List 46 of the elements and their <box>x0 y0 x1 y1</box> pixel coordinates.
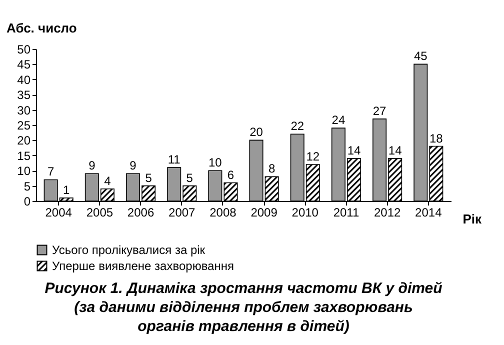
x-tick-label: 2010 <box>292 206 319 220</box>
data-label: 4 <box>104 174 112 188</box>
data-label: 10 <box>208 156 222 170</box>
y-tick-label: 40 <box>17 72 31 87</box>
y-tick-label: 25 <box>17 118 31 132</box>
data-label: 20 <box>250 125 264 140</box>
data-label: 12 <box>306 150 320 164</box>
x-tick-label: 2014 <box>415 206 442 220</box>
y-tick-label: 5 <box>24 179 31 194</box>
data-label: 9 <box>88 158 96 173</box>
data-label: 11 <box>168 152 181 167</box>
y-tick-label: 30 <box>17 103 31 118</box>
x-tick-label: 2009 <box>250 206 278 220</box>
y-tick-label: 50 <box>17 42 31 56</box>
y-tick-label: 45 <box>17 58 31 72</box>
y-tick-label: 20 <box>17 134 31 148</box>
x-tick-label: 2007 <box>168 206 196 220</box>
data-label: 1 <box>63 182 70 197</box>
y-axis-title: Абс. число <box>6 20 77 36</box>
data-label: 14 <box>347 143 361 158</box>
y-tick-label: 10 <box>17 164 31 178</box>
data-label: 6 <box>227 168 234 182</box>
legend-label: Уперше виявлене захворювання <box>52 259 234 273</box>
data-label: 27 <box>372 104 387 118</box>
x-axis-title: Рік <box>462 212 482 226</box>
data-label: 7 <box>47 164 54 179</box>
text: Рисунок 1. Динаміка зростання частоти ВК у дітей (за даними відділення проблем захворювань органів травлення в дітей) <box>44 280 442 335</box>
data-label: 5 <box>186 170 194 185</box>
data-label: 9 <box>130 158 137 173</box>
data-label: 8 <box>268 162 276 176</box>
data-label: 14 <box>388 143 402 158</box>
x-tick-label: 2012 <box>374 206 401 220</box>
legend-label: Усього пролікувалися за рік <box>52 243 206 257</box>
x-tick-label: 2005 <box>86 206 114 220</box>
x-tick-label: 2006 <box>127 206 154 220</box>
data-label: 24 <box>332 113 346 128</box>
data-label: 5 <box>145 170 152 185</box>
data-label: 22 <box>290 119 304 134</box>
x-tick-label: 2004 <box>45 206 72 220</box>
y-tick-label: 15 <box>17 148 31 163</box>
x-tick-label: 2008 <box>210 206 237 220</box>
y-tick-label: 35 <box>17 88 31 102</box>
data-label: 45 <box>414 49 428 64</box>
data-label: 18 <box>429 131 444 146</box>
x-tick-label: 2011 <box>333 206 360 220</box>
y-tick-label: 0 <box>24 194 31 208</box>
